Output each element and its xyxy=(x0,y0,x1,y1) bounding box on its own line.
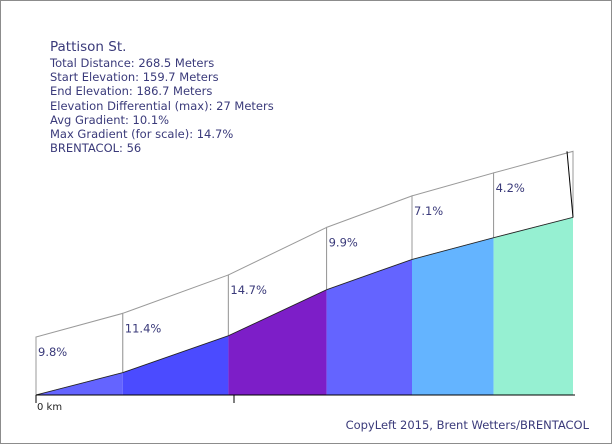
max-gradient: Max Gradient (for scale): 14.7% xyxy=(50,127,234,142)
route-info: Pattison St. Total Distance: 268.5 Meter… xyxy=(50,39,274,155)
route-title: Pattison St. xyxy=(50,39,127,55)
end-elevation: End Elevation: 186.7 Meters xyxy=(50,84,213,99)
segment-fill-5 xyxy=(412,237,494,395)
gradient-label-1: 9.8% xyxy=(38,345,67,359)
x-tick-label-0: 0 km xyxy=(37,402,62,413)
copyleft-credit: CopyLeft 2015, Brent Wetters/BRENTACOL xyxy=(345,418,589,432)
gradient-label-5: 7.1% xyxy=(414,204,443,218)
segment-fill-3 xyxy=(228,289,327,395)
avg-gradient: Avg Gradient: 10.1% xyxy=(50,112,170,127)
total-distance: Total Distance: 268.5 Meters xyxy=(50,56,215,70)
segment-fill-2 xyxy=(122,335,229,395)
band-right-edge xyxy=(566,151,574,218)
segment-fill-4 xyxy=(326,259,412,395)
segment-fill-6 xyxy=(493,217,573,395)
brentacol-score: BRENTACOL: 56 xyxy=(50,141,142,156)
elevation-differential: Elevation Differential (max): 27 Meters xyxy=(50,98,274,113)
profile-outline xyxy=(35,216,574,396)
gradient-label-6: 4.2% xyxy=(496,181,525,195)
gradient-label-3: 14.7% xyxy=(230,283,267,297)
gradient-label-4: 9.9% xyxy=(329,235,358,249)
start-elevation: Start Elevation: 159.7 Meters xyxy=(50,70,219,85)
gradient-label-2: 11.4% xyxy=(125,321,162,335)
